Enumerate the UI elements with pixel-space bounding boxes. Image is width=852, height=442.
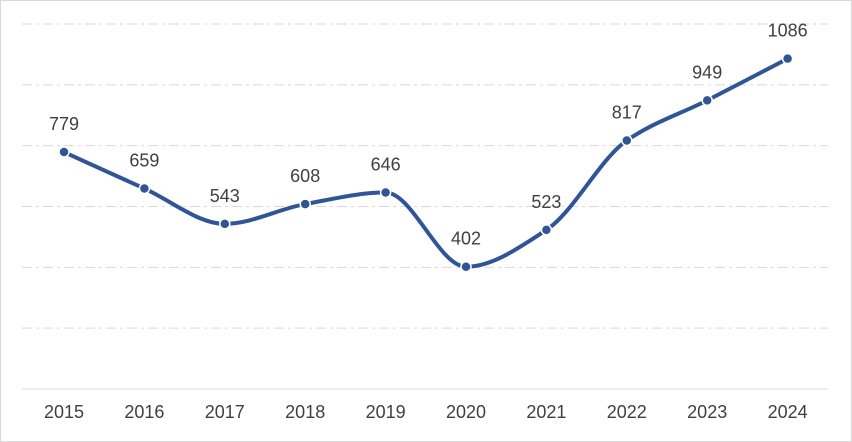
x-tick-label: 2016 — [124, 402, 164, 422]
x-tick-label: 2020 — [446, 402, 486, 422]
data-point — [219, 218, 231, 230]
series-line — [62, 56, 790, 269]
data-label: 817 — [612, 102, 642, 122]
gridlines — [22, 23, 828, 329]
data-label: 523 — [531, 192, 561, 212]
data-point — [460, 260, 472, 273]
data-label: 779 — [49, 114, 79, 134]
data-labels: 779 659 543 608 646 402 523 817 949 1086 — [49, 21, 808, 249]
x-tick-label: 2021 — [526, 402, 566, 422]
data-label: 608 — [290, 166, 320, 186]
data-label: 659 — [129, 151, 159, 171]
x-tick-label: 2022 — [607, 402, 647, 422]
x-tick-label: 2015 — [44, 402, 84, 422]
x-tick-label: 2017 — [205, 402, 245, 422]
x-tick-label: 2023 — [687, 402, 727, 422]
data-point — [58, 146, 70, 158]
data-label: 646 — [371, 155, 401, 175]
x-tick-label: 2019 — [366, 402, 406, 422]
x-tick-label: 2018 — [285, 402, 325, 422]
data-point — [781, 52, 794, 65]
data-label: 543 — [210, 186, 240, 206]
data-point — [379, 186, 392, 199]
x-tick-labels: 2015 2016 2017 2018 2019 2020 2021 2022 2023 2024 — [44, 402, 808, 422]
data-label: 949 — [692, 62, 722, 82]
data-point — [621, 134, 633, 147]
data-point — [138, 182, 151, 195]
data-point — [701, 94, 713, 107]
data-point — [299, 198, 311, 210]
data-point — [540, 224, 553, 236]
data-label: 1086 — [768, 21, 808, 41]
x-tick-label: 2024 — [768, 402, 808, 422]
data-label: 402 — [451, 229, 481, 249]
data-points — [58, 52, 794, 273]
